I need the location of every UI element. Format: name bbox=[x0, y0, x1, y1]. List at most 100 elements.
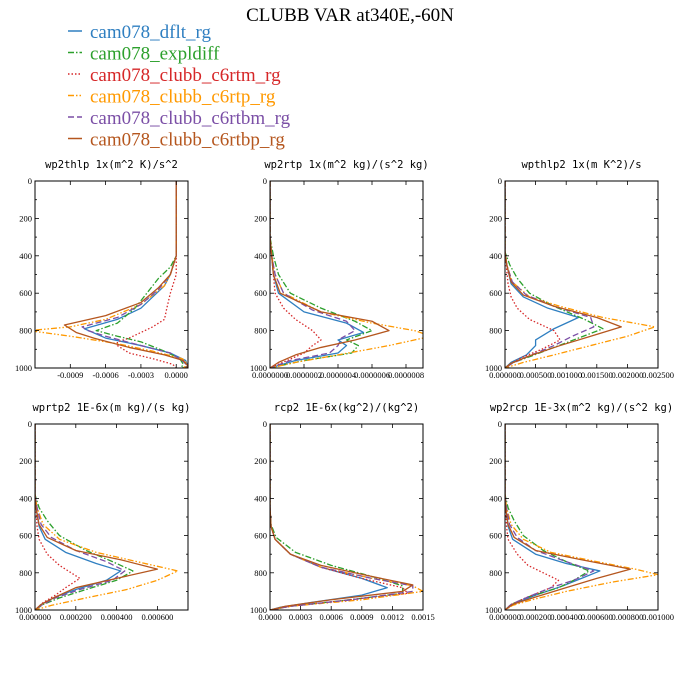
x-tick-label: 0.0000006 bbox=[354, 370, 390, 380]
y-tick-label: 0 bbox=[28, 419, 32, 429]
legend-entry: cam078_clubb_c6rtbm_rg bbox=[68, 108, 291, 129]
y-tick-label: 200 bbox=[254, 213, 267, 223]
series-group bbox=[35, 424, 179, 610]
series-line-2 bbox=[270, 181, 322, 368]
legend: cam078_dflt_rgcam078_expldiffcam078_club… bbox=[68, 22, 291, 151]
x-tick-label: -0.0009 bbox=[57, 370, 83, 380]
series-line-2 bbox=[505, 181, 561, 368]
y-tick-label: 0 bbox=[28, 176, 32, 186]
series-line-5 bbox=[270, 424, 414, 610]
y-tick-label: 600 bbox=[489, 288, 502, 298]
series-group bbox=[270, 181, 423, 368]
x-tick-label: 0.001000 bbox=[550, 370, 582, 380]
legend-label: cam078_clubb_c6rtp_rg bbox=[90, 87, 276, 108]
x-tick-label: 0.0000008 bbox=[388, 370, 424, 380]
x-tick-label: 0.000600 bbox=[581, 612, 613, 622]
y-tick-label: 800 bbox=[254, 326, 267, 336]
x-tick-label: 0.000500 bbox=[520, 370, 552, 380]
legend-entry: cam078_dflt_rg bbox=[68, 22, 212, 43]
y-tick-label: 1000 bbox=[15, 605, 32, 615]
panel-title: wpthlp2 1x(m K^2)/s bbox=[521, 159, 641, 171]
x-tick-label: 0.000200 bbox=[520, 612, 552, 622]
series-line-3 bbox=[270, 424, 423, 610]
y-tick-label: 400 bbox=[489, 251, 502, 261]
y-tick-label: 1000 bbox=[15, 363, 32, 373]
series-line-1 bbox=[270, 181, 373, 368]
x-tick-label: 0.0012 bbox=[381, 612, 404, 622]
series-line-5 bbox=[505, 181, 622, 368]
panel: wp2thlp 1x(m^2 K)/s^2 0 200 400 600 800 1000 -0… bbox=[15, 159, 189, 380]
x-tick-label: 0.0000 bbox=[165, 370, 188, 380]
plot-frame bbox=[504, 423, 659, 611]
legend-label: cam078_clubb_c6rtbp_rg bbox=[90, 130, 285, 151]
y-tick-label: 800 bbox=[19, 568, 32, 578]
y-tick-label: 400 bbox=[254, 251, 267, 261]
y-tick-label: 200 bbox=[489, 213, 502, 223]
legend-label: cam078_dflt_rg bbox=[90, 22, 212, 43]
x-tick-label: 0.002500 bbox=[642, 370, 674, 380]
y-tick-label: 400 bbox=[254, 493, 267, 503]
y-tick-label: 400 bbox=[19, 251, 32, 261]
series-line-0 bbox=[505, 181, 580, 368]
y-tick-label: 400 bbox=[489, 493, 502, 503]
panel: rcp2 1E-6x(kg^2)/(kg^2) 0 200 400 600 800 1000… bbox=[250, 402, 435, 622]
y-tick-label: 600 bbox=[489, 531, 502, 541]
y-tick-label: 200 bbox=[489, 456, 502, 466]
x-tick-label: 0.000800 bbox=[611, 612, 643, 622]
series-line-1 bbox=[505, 181, 604, 368]
y-tick-label: 800 bbox=[489, 326, 502, 336]
y-tick-label: 1000 bbox=[250, 363, 267, 373]
y-tick-label: 1000 bbox=[250, 605, 267, 615]
y-tick-label: 400 bbox=[19, 493, 32, 503]
x-tick-label: -0.0006 bbox=[93, 370, 119, 380]
x-tick-label: 0.0000 bbox=[258, 612, 281, 622]
series-line-2 bbox=[35, 424, 81, 610]
series-line-1 bbox=[505, 424, 590, 610]
x-tick-label: 0.0000004 bbox=[320, 370, 357, 380]
panel-title: wp2rcp 1E-3x(m^2 kg)/(s^2 kg) bbox=[490, 402, 673, 414]
y-tick-label: 600 bbox=[254, 531, 267, 541]
x-tick-label: 0.000000 bbox=[489, 370, 521, 380]
series-group bbox=[505, 181, 656, 368]
x-tick-label: 0.0006 bbox=[320, 612, 343, 622]
series-line-5 bbox=[270, 181, 390, 368]
y-tick-label: 800 bbox=[489, 568, 502, 578]
x-tick-label: 0.000000 bbox=[489, 612, 521, 622]
panel-title: wprtp2 1E-6x(m kg)/(s kg) bbox=[32, 402, 190, 414]
y-tick-label: 1000 bbox=[485, 363, 502, 373]
panel-title: wp2thlp 1x(m^2 K)/s^2 bbox=[45, 159, 178, 171]
series-line-1 bbox=[270, 424, 404, 610]
series-line-3 bbox=[35, 181, 188, 368]
x-tick-label: 0.0009 bbox=[350, 612, 373, 622]
figure-title: CLUBB VAR at340E,-60N bbox=[246, 5, 454, 26]
y-tick-label: 0 bbox=[498, 419, 502, 429]
panels: wp2thlp 1x(m^2 K)/s^2 0 200 400 600 800 1000 -0… bbox=[15, 159, 674, 622]
x-tick-label: 0.000400 bbox=[550, 612, 582, 622]
x-tick-label: 0.0003 bbox=[289, 612, 312, 622]
legend-label: cam078_expldiff bbox=[90, 44, 220, 65]
panel: wpthlp2 1x(m K^2)/s020040060080010000.00… bbox=[485, 159, 674, 380]
series-line-4 bbox=[81, 181, 188, 368]
y-tick-label: 600 bbox=[19, 288, 32, 298]
series-line-2 bbox=[270, 424, 409, 610]
series-line-3 bbox=[270, 181, 423, 368]
y-tick-label: 800 bbox=[254, 568, 267, 578]
series-line-0 bbox=[270, 424, 388, 610]
x-tick-label: 0.001000 bbox=[642, 612, 674, 622]
x-tick-label: -0.0003 bbox=[128, 370, 154, 380]
x-tick-label: 0.0000002 bbox=[286, 370, 322, 380]
x-tick-label: 0.000400 bbox=[101, 612, 133, 622]
series-line-1 bbox=[35, 424, 134, 610]
y-tick-label: 200 bbox=[19, 213, 32, 223]
x-tick-label: 0.0015 bbox=[411, 612, 434, 622]
x-tick-label: 0.0000000 bbox=[252, 370, 288, 380]
x-tick-label: 0.000200 bbox=[60, 612, 92, 622]
legend-label: cam078_clubb_c6rtm_rg bbox=[90, 65, 281, 86]
series-group bbox=[35, 181, 188, 368]
y-tick-label: 600 bbox=[254, 288, 267, 298]
y-tick-label: 600 bbox=[19, 531, 32, 541]
series-line-4 bbox=[270, 181, 356, 368]
series-line-2 bbox=[116, 181, 177, 368]
panel-title: wp2rtp 1x(m^2 kg)/(s^2 kg) bbox=[264, 159, 428, 171]
